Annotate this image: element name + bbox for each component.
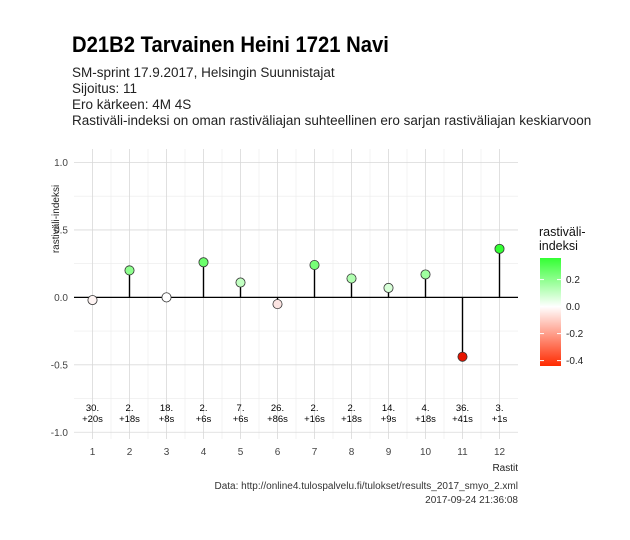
data-point [494,243,505,254]
data-point [457,351,468,362]
data-point [272,299,283,310]
x-tick-label: 6 [275,447,281,458]
x-tick-label: 1 [90,447,96,458]
x-axis-title: Rastit [492,463,518,474]
data-point [235,277,246,288]
subtitle-description: Rastiväli-indeksi on oman rastiväliajan … [72,113,592,128]
x-tick-label: 12 [494,447,506,458]
rank-label: 36. [456,403,469,414]
diff-label: +8s [159,414,175,425]
diff-label: +6s [196,414,212,425]
legend-tick-label: 0.0 [566,302,580,313]
x-tick-label: 9 [386,447,392,458]
x-tick-label: 5 [238,447,244,458]
data-point [198,257,209,268]
x-tick-label: 3 [164,447,170,458]
x-tick-label: 10 [420,447,432,458]
rank-label: 2. [200,403,208,414]
diff-label: +18s [341,414,362,425]
subtitle-rank: Sijoitus: 11 [72,81,138,96]
diff-label: +9s [381,414,397,425]
y-tick-label: -0.5 [51,360,69,371]
rank-label: 2. [126,403,134,414]
rank-label: 30. [86,403,99,414]
x-tick-label: 4 [201,447,207,458]
rank-label: 14. [382,403,395,414]
legend-title: rastiväli- [539,225,586,239]
diff-label: +1s [492,414,508,425]
y-tick-label: 0.0 [54,293,68,304]
x-tick-label: 7 [312,447,318,458]
rank-label: 4. [422,403,430,414]
x-tick-label: 2 [127,447,133,458]
data-point [161,292,172,303]
rank-label: 7. [237,403,245,414]
data-point [124,265,135,276]
chart-title: D21B2 Tarvainen Heini 1721 Navi [72,32,389,57]
rank-label: 18. [160,403,173,414]
rank-label: 3. [496,403,504,414]
rank-label: 2. [348,403,356,414]
rank-label: 2. [311,403,319,414]
timestamp: 2017-09-24 21:36:08 [425,495,518,506]
legend-title: indeksi [539,239,578,253]
diff-label: +86s [267,414,288,425]
data-point [309,259,320,270]
y-tick-label: -1.0 [51,428,69,439]
diff-label: +16s [304,414,325,425]
rank-label: 26. [271,403,284,414]
x-tick-label: 8 [349,447,355,458]
diff-label: +20s [82,414,103,425]
subtitle-event: SM-sprint 17.9.2017, Helsingin Suunnista… [72,65,335,80]
diff-label: +18s [119,414,140,425]
data-point [420,269,431,280]
data-point [87,295,98,306]
x-tick-label: 11 [457,447,468,458]
y-tick-label: 0.5 [54,225,68,236]
diff-label: +18s [415,414,436,425]
y-tick-label: 1.0 [54,158,68,169]
legend-tick-label: 0.2 [566,275,580,286]
legend-colorbar [540,258,561,366]
diff-label: +41s [452,414,473,425]
data-point [383,282,394,293]
legend-tick-label: -0.2 [566,329,584,340]
legend-tick-label: -0.4 [566,356,584,367]
y-axis-title: rastiväli-indeksi [51,185,62,253]
subtitle-gap: Ero kärkeen: 4M 4S [72,97,192,112]
data-source: Data: http://online4.tulospalvelu.fi/tul… [214,481,518,492]
data-point [346,273,357,284]
diff-label: +6s [233,414,249,425]
